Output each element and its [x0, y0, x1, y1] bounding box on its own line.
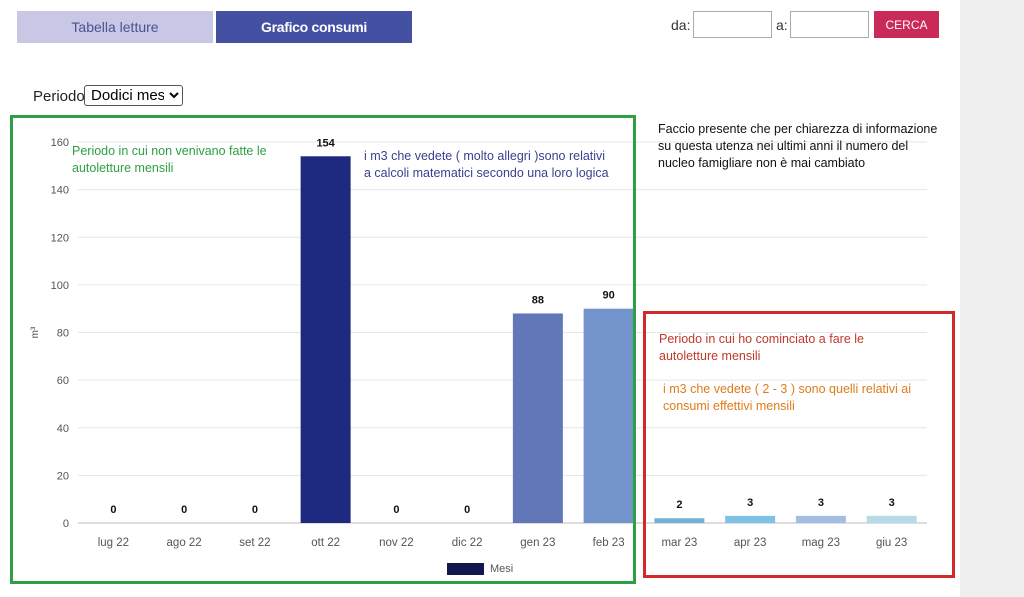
page-gutter [960, 0, 1024, 597]
bar [866, 515, 917, 523]
x-tick-label: ago 22 [167, 537, 202, 549]
x-tick-label: dic 22 [452, 537, 483, 549]
x-tick-label: set 22 [239, 537, 270, 549]
x-tick-label: giu 23 [876, 537, 907, 549]
green-note: Periodo in cui non venivano fatte le aut… [72, 144, 267, 175]
bar-value-label: 3 [889, 497, 895, 509]
y-tick-label: 40 [57, 423, 69, 435]
x-tick-label: mar 23 [661, 537, 697, 549]
date-to-label: a: [776, 17, 788, 33]
bar-value-label: 3 [747, 497, 753, 509]
x-tick-label: lug 22 [98, 537, 129, 549]
bar-value-label: 0 [393, 504, 399, 516]
y-axis-label: m³ [30, 326, 41, 338]
bar-value-label: 88 [532, 294, 544, 306]
tab-readings-table[interactable]: Tabella letture [17, 11, 213, 43]
green-annotation-box [10, 115, 636, 584]
y-tick-label: 80 [57, 328, 69, 340]
red-annotation-box [643, 311, 955, 578]
y-tick-label: 60 [57, 375, 69, 387]
date-from-input[interactable] [693, 11, 772, 38]
y-tick-label: 20 [57, 470, 69, 482]
black-note: Faccio presente che per chiarezza di inf… [658, 122, 938, 170]
x-tick-label: ott 22 [311, 537, 340, 549]
bar-value-label: 3 [818, 497, 824, 509]
bar-value-label: 0 [181, 504, 187, 516]
date-to-input[interactable] [790, 11, 869, 38]
bar-value-label: 0 [464, 504, 470, 516]
legend-swatch [447, 563, 484, 575]
bar-value-label: 0 [110, 504, 116, 516]
bar [512, 313, 563, 523]
tab-consumption-chart[interactable]: Grafico consumi [216, 11, 412, 43]
bar [725, 515, 776, 523]
bar-value-label: 2 [676, 499, 682, 511]
y-tick-label: 140 [51, 185, 69, 197]
blue-note: i m3 che vedete ( molto allegri )sono re… [364, 149, 609, 180]
period-label: Periodo [33, 88, 85, 105]
y-tick-label: 160 [51, 137, 69, 149]
x-tick-label: nov 22 [379, 537, 414, 549]
x-tick-label: gen 23 [520, 537, 555, 549]
x-tick-label: mag 23 [802, 537, 840, 549]
bar-value-label: 90 [603, 290, 615, 302]
y-tick-label: 120 [51, 232, 69, 244]
y-tick-label: 0 [63, 518, 69, 530]
orange-note: i m3 che vedete ( 2 - 3 ) sono quelli re… [663, 382, 912, 413]
y-tick-label: 100 [51, 280, 69, 292]
period-select[interactable]: Dodici mesi [84, 85, 183, 106]
bar [654, 518, 705, 523]
bar [300, 156, 351, 523]
x-tick-label: feb 23 [593, 537, 625, 549]
red-note: Periodo in cui ho cominciato a fare le a… [659, 332, 864, 363]
bar-value-label: 0 [252, 504, 258, 516]
x-tick-label: apr 23 [734, 537, 767, 549]
bar [795, 515, 846, 523]
legend-label: Mesi [490, 563, 513, 575]
date-from-label: da: [671, 17, 691, 33]
bar [583, 308, 634, 523]
bar-value-label: 154 [316, 137, 335, 149]
search-button[interactable]: CERCA [874, 11, 939, 38]
